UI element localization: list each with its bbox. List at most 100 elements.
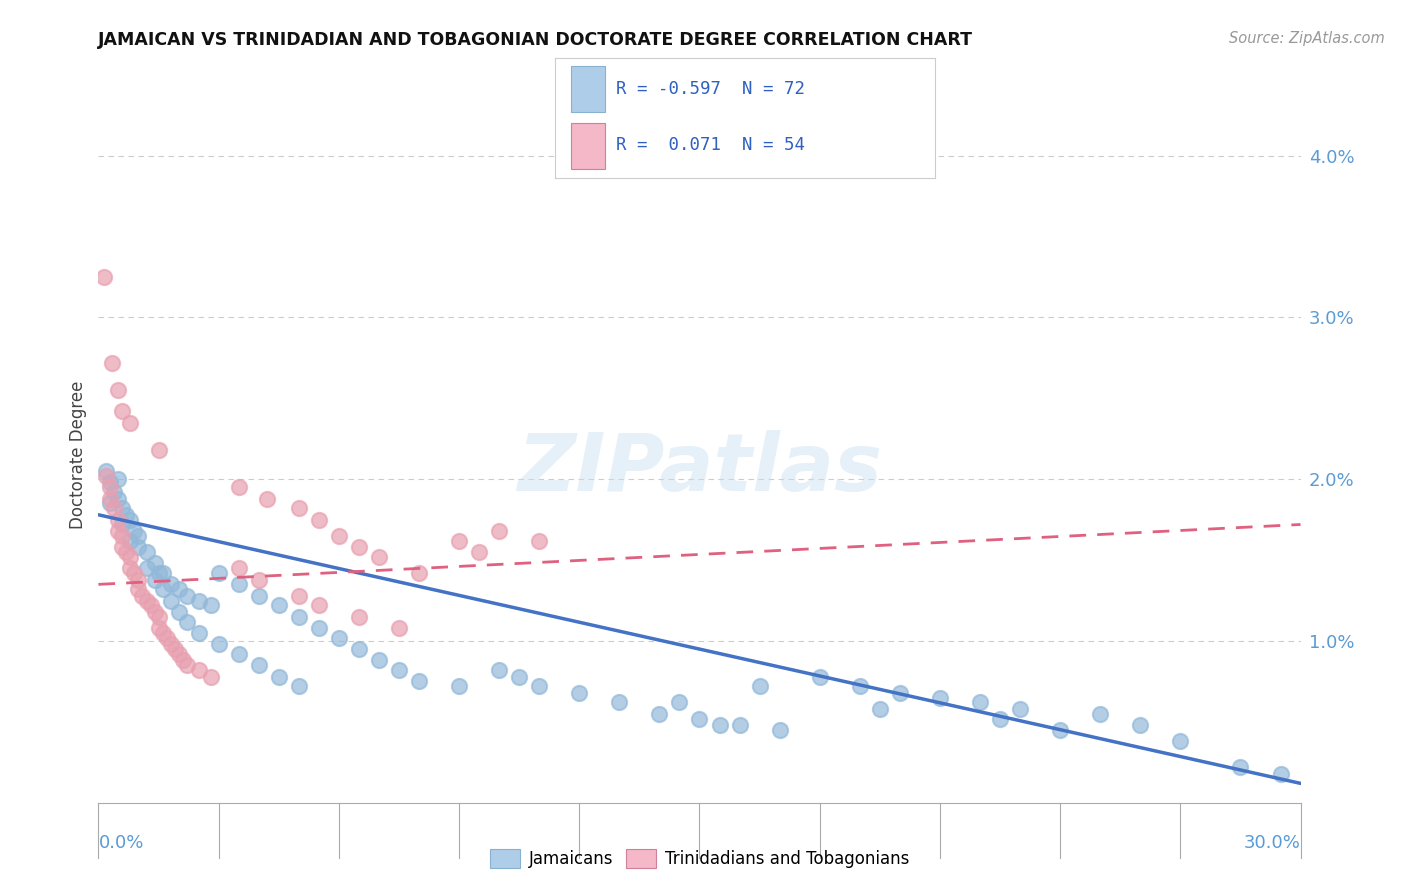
Point	[152, 626, 174, 640]
Point	[447, 679, 470, 693]
Point	[288, 589, 311, 603]
Point	[388, 621, 411, 635]
Point	[143, 605, 166, 619]
Point	[368, 549, 391, 564]
Point	[929, 690, 952, 705]
Point	[808, 670, 831, 684]
Point	[135, 545, 157, 559]
Point	[1270, 766, 1292, 780]
Point	[155, 631, 177, 645]
Point	[1049, 723, 1071, 737]
Point	[111, 529, 134, 543]
Point	[969, 696, 991, 710]
Point	[103, 485, 125, 500]
Point	[100, 491, 122, 506]
Point	[228, 647, 250, 661]
Point	[120, 416, 142, 430]
Point	[328, 631, 350, 645]
Point	[648, 706, 671, 721]
Point	[139, 599, 162, 613]
Point	[111, 404, 134, 418]
Point	[107, 513, 129, 527]
Point	[308, 599, 330, 613]
Point	[111, 540, 134, 554]
Point	[728, 718, 751, 732]
Point	[148, 609, 170, 624]
Point	[143, 573, 166, 587]
FancyBboxPatch shape	[571, 66, 605, 112]
Point	[107, 472, 129, 486]
Point	[1129, 718, 1152, 732]
Point	[228, 577, 250, 591]
Point	[849, 679, 872, 693]
Point	[508, 670, 530, 684]
Point	[267, 599, 290, 613]
Point	[135, 561, 157, 575]
Point	[529, 533, 551, 548]
Point	[148, 443, 170, 458]
Point	[148, 621, 170, 635]
Point	[488, 663, 510, 677]
Point	[107, 491, 129, 506]
Point	[152, 582, 174, 597]
Point	[167, 647, 190, 661]
Point	[609, 696, 631, 710]
Point	[769, 723, 792, 737]
Point	[247, 589, 270, 603]
Point	[135, 593, 157, 607]
Point	[131, 589, 153, 603]
Point	[247, 658, 270, 673]
Point	[1010, 702, 1032, 716]
Point	[100, 475, 122, 490]
Text: 0.0%: 0.0%	[98, 834, 143, 852]
Point	[288, 501, 311, 516]
Text: R = -0.597  N = 72: R = -0.597 N = 72	[616, 80, 806, 98]
Y-axis label: Doctorate Degree: Doctorate Degree	[69, 381, 87, 529]
Point	[120, 513, 142, 527]
Point	[256, 491, 278, 506]
Point	[103, 501, 125, 516]
Point	[120, 549, 142, 564]
Point	[148, 566, 170, 580]
Point	[689, 712, 711, 726]
Point	[111, 517, 134, 532]
Point	[1229, 760, 1251, 774]
Point	[200, 670, 222, 684]
Point	[869, 702, 891, 716]
Point	[1088, 706, 1111, 721]
Point	[124, 524, 146, 538]
Point	[176, 589, 198, 603]
Point	[988, 712, 1011, 726]
Point	[167, 582, 190, 597]
Point	[748, 679, 770, 693]
Point	[111, 501, 134, 516]
Point	[328, 529, 350, 543]
Point	[187, 593, 209, 607]
Point	[347, 642, 370, 657]
Point	[709, 718, 731, 732]
Point	[101, 356, 124, 370]
Point	[247, 573, 270, 587]
Point	[208, 637, 231, 651]
Point	[187, 626, 209, 640]
Point	[468, 545, 491, 559]
Point	[208, 566, 231, 580]
Point	[159, 593, 181, 607]
Point	[128, 529, 150, 543]
Point	[93, 269, 115, 284]
Point	[172, 653, 194, 667]
Point	[163, 642, 186, 657]
Point	[288, 679, 311, 693]
Point	[176, 658, 198, 673]
Point	[368, 653, 391, 667]
Point	[128, 540, 150, 554]
Point	[159, 577, 181, 591]
Point	[100, 496, 122, 510]
Point	[120, 533, 142, 548]
Point	[228, 561, 250, 575]
Point	[447, 533, 470, 548]
Point	[408, 566, 430, 580]
Point	[488, 524, 510, 538]
Point	[100, 480, 122, 494]
Point	[167, 605, 190, 619]
